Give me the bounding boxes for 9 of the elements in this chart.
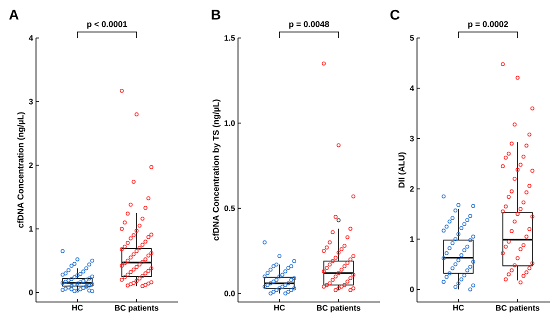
- y-axis-title: cfDNA Concentration (ng/µL): [17, 112, 26, 228]
- chart-title: C: [390, 10, 400, 20]
- y-axis-title: cfDNA Concentration by TS (ng/µL): [212, 100, 221, 241]
- chart-title: B: [212, 10, 220, 20]
- text: p = 0.0048: [289, 21, 330, 29]
- chart-title: A: [9, 10, 19, 20]
- text: p = 0.0002: [468, 21, 508, 29]
- text: p < 0.0001: [87, 21, 128, 29]
- y-axis-title: DII (ALU): [398, 152, 406, 188]
